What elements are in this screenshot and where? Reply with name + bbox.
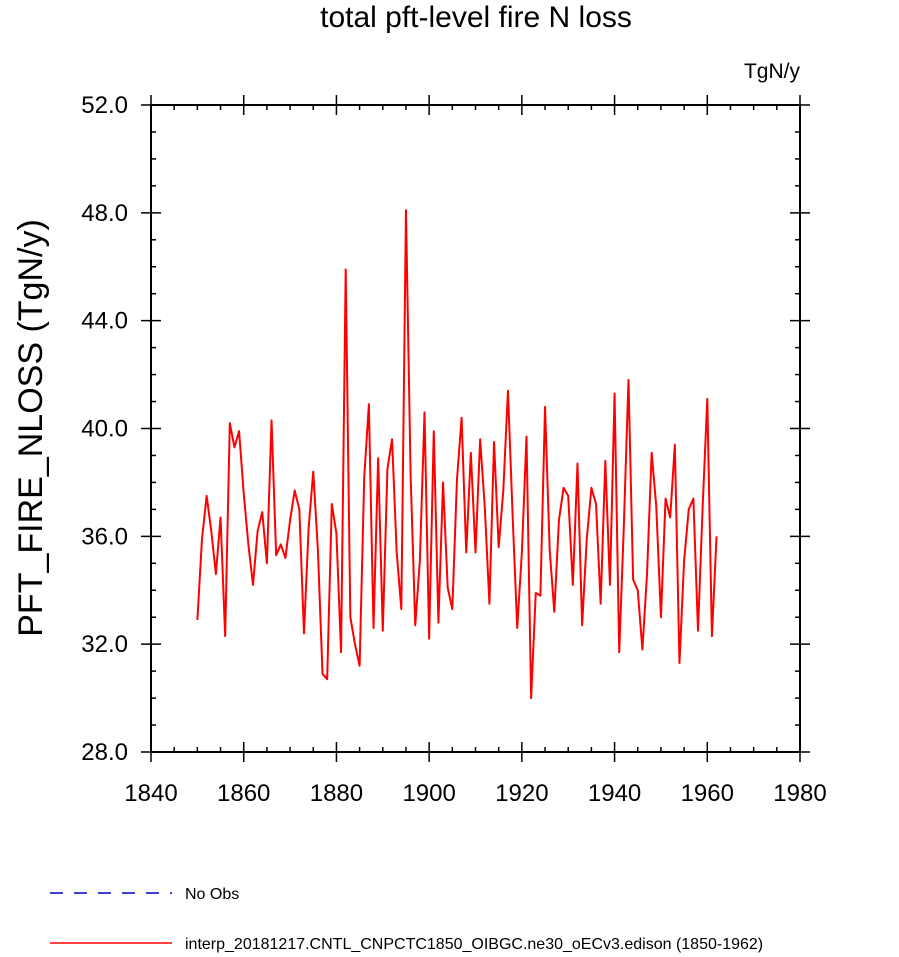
y-tick-label: 28.0: [81, 739, 128, 766]
plot-frame: [151, 105, 800, 752]
x-tick-label: 1940: [588, 780, 641, 807]
x-tick-label: 1840: [124, 780, 177, 807]
plot-series: [197, 210, 716, 698]
legend: No Obs interp_20181217.CNTL_CNPCTC1850_O…: [50, 886, 763, 953]
y-tick-label: 44.0: [81, 308, 128, 335]
x-tick-label: 1980: [773, 780, 826, 807]
x-tick-label: 1920: [495, 780, 548, 807]
y-tick-label: 36.0: [81, 523, 128, 550]
x-tick-label: 1880: [310, 780, 363, 807]
chart-title: total pft-level fire N loss: [320, 1, 632, 34]
legend-label-no-obs: No Obs: [185, 886, 239, 903]
axis-tick-labels: 1840 1860 1880 1900 1920 1940 1960 1980 28.0 32.0…: [81, 92, 826, 807]
y-tick-label: 32.0: [81, 631, 128, 658]
units-label: TgN/y: [744, 60, 801, 83]
x-tick-label: 1960: [681, 780, 734, 807]
y-tick-label: 48.0: [81, 200, 128, 227]
x-tick-label: 1900: [402, 780, 455, 807]
chart-figure: total pft-level fire N loss TgN/y PFT_FI…: [0, 0, 899, 957]
legend-label-model-run: interp_20181217.CNTL_CNPCTC1850_OIBGC.ne…: [185, 936, 763, 953]
x-tick-label: 1860: [217, 780, 270, 807]
y-tick-label: 40.0: [81, 416, 128, 443]
series-line-0: [197, 210, 716, 698]
y-tick-label: 52.0: [81, 92, 128, 119]
axis-ticks: [141, 95, 810, 762]
y-axis-label: PFT_FIRE_NLOSS (TgN/y): [12, 219, 50, 637]
